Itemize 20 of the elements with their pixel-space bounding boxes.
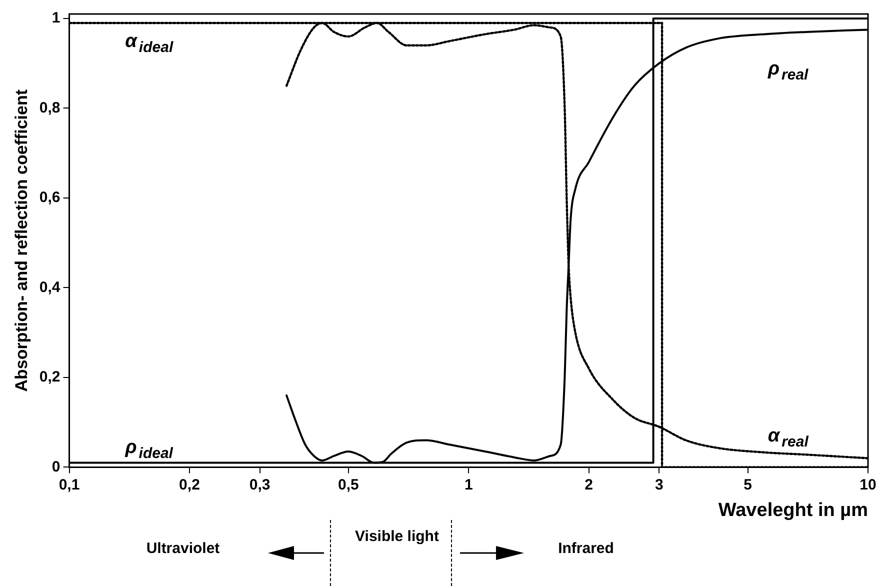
x-axis-title: Waveleght in µm bbox=[718, 500, 868, 521]
text: Infrared bbox=[557, 540, 615, 558]
x-tick-label: 0,1 bbox=[58, 476, 80, 494]
x-tick-label: 10 bbox=[860, 476, 876, 494]
x-tick-label: 5 bbox=[744, 476, 752, 494]
x-tick-label: 0,3 bbox=[249, 476, 270, 494]
text: Visible light bbox=[354, 528, 440, 546]
x-tick-label: 0,5 bbox=[338, 476, 359, 494]
y-tick-label: 1 bbox=[52, 10, 60, 27]
x-tick-label: 0,2 bbox=[179, 476, 200, 494]
x-tick-label: 2 bbox=[584, 476, 594, 494]
y-tick-label: 0,6 bbox=[39, 189, 60, 206]
text: Ultraviolet bbox=[145, 540, 221, 558]
y-tick-label: 0,4 bbox=[39, 278, 61, 296]
y-tick-label: 0,8 bbox=[39, 99, 60, 116]
y-tick-label: 0 bbox=[52, 458, 60, 476]
x-tick-label: 1 bbox=[464, 476, 473, 494]
y-tick-label: 0,2 bbox=[39, 368, 60, 386]
x-tick-label: 3 bbox=[655, 476, 664, 494]
y-axis-title: Absorption- and reflection coefficient bbox=[12, 89, 31, 392]
